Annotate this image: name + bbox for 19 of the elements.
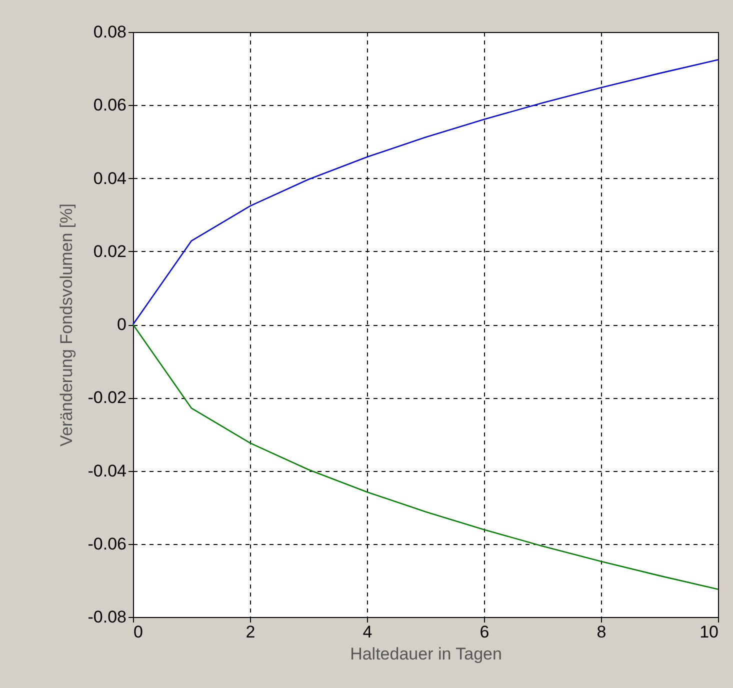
y-tick-label: -0.06 [88, 534, 126, 554]
line-series [132, 324, 719, 590]
y-tick-label: 0.08 [93, 22, 126, 42]
y-tick-label: -0.04 [88, 461, 126, 480]
x-tick-label: 2 [246, 622, 256, 642]
x-tick-label: 8 [596, 622, 606, 642]
y-tick-label: 0.02 [93, 242, 126, 261]
x-tick-label: 4 [362, 622, 372, 642]
y-tick-label: 0.06 [93, 96, 126, 115]
x-axis-title: Haltedauer in Tagen [350, 644, 502, 664]
x-tick-label: 10 [700, 622, 718, 642]
y-tick-label: 0.04 [93, 168, 126, 188]
line-series [132, 59, 719, 326]
y-tick-label: -0.08 [88, 608, 126, 626]
y-tick-label: 0 [117, 315, 126, 334]
y-axis-title: Veränderung Fondsvolumen [%] [56, 204, 76, 446]
y-tick-label: -0.02 [88, 388, 126, 408]
x-tick-label: 6 [480, 622, 490, 642]
x-tick-label: 0 [134, 622, 143, 642]
